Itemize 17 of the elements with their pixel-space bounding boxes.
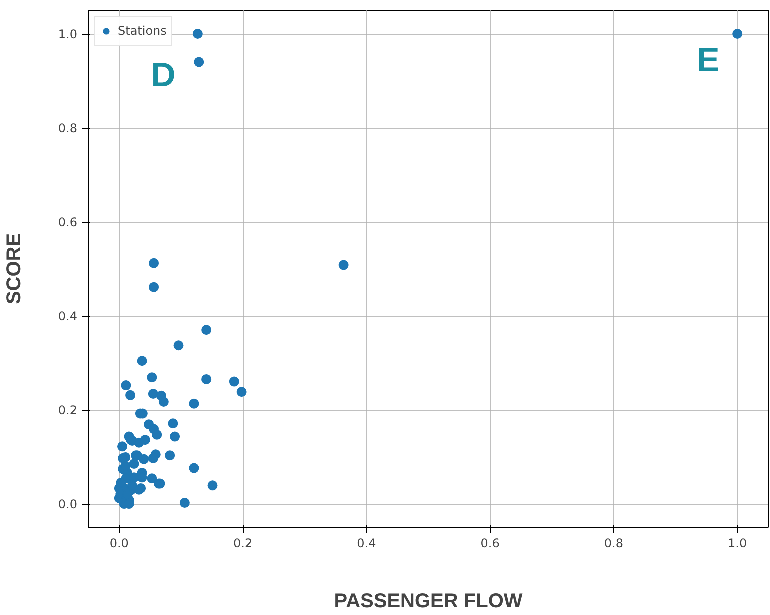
y-tick-label: 0.4 [58, 310, 78, 324]
x-tick-label: 0.0 [110, 536, 129, 550]
x-tick-label: 1.0 [728, 536, 748, 550]
y-tick-label: 0.2 [58, 404, 78, 418]
annotation: D [151, 56, 176, 94]
y-tick-label: 0.8 [58, 122, 78, 136]
y-tick-label: 1.0 [58, 28, 78, 42]
y-axis-title: SCORE [3, 233, 26, 305]
x-tick-label: 0.2 [234, 536, 253, 550]
x-tick-label: 0.4 [357, 536, 376, 550]
annotation: E [697, 42, 720, 80]
x-axis-title: PASSENGER FLOW [334, 590, 523, 612]
y-tick-label: 0.0 [58, 498, 78, 512]
legend-label: Stations [118, 24, 167, 38]
y-tick-label: 0.6 [58, 216, 78, 230]
x-tick-label: 0.6 [480, 536, 500, 550]
x-tick-label: 0.8 [604, 536, 624, 550]
